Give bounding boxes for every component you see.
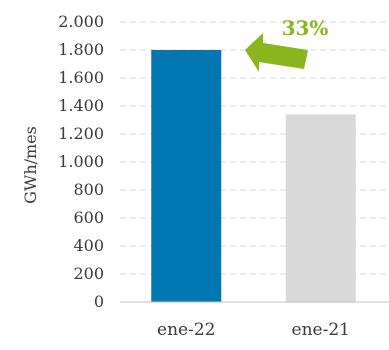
y-tick-label: 1.400: [58, 96, 104, 115]
y-tick-label: 200: [73, 264, 104, 283]
y-tick-label: 0: [94, 292, 104, 311]
y-tick-label: 400: [73, 236, 104, 255]
x-tick-label: ene-21: [292, 320, 350, 340]
y-axis-title: GWh/mes: [21, 126, 40, 204]
axes: 0 200 400 600 800 1.000 1.200 1.400 1.600 1.800 2.…: [58, 12, 389, 340]
x-tick-label: ene-22: [157, 320, 215, 340]
y-tick-label: 1.600: [58, 68, 104, 87]
arrow-icon: [245, 33, 308, 72]
growth-percentage-label: 33%: [282, 16, 329, 40]
y-tick-label: 1.800: [58, 40, 104, 59]
y-tick-label: 600: [73, 208, 104, 227]
y-tick-label: 1.000: [58, 152, 104, 171]
bar-ene-21: [285, 114, 356, 303]
bars: [151, 50, 356, 303]
y-tick-label: 1.200: [58, 124, 104, 143]
y-tick-label: 2.000: [58, 12, 104, 31]
y-tick-label: 800: [73, 180, 104, 199]
growth-annotation: 33%: [245, 16, 328, 72]
bar-ene-22: [151, 50, 222, 302]
